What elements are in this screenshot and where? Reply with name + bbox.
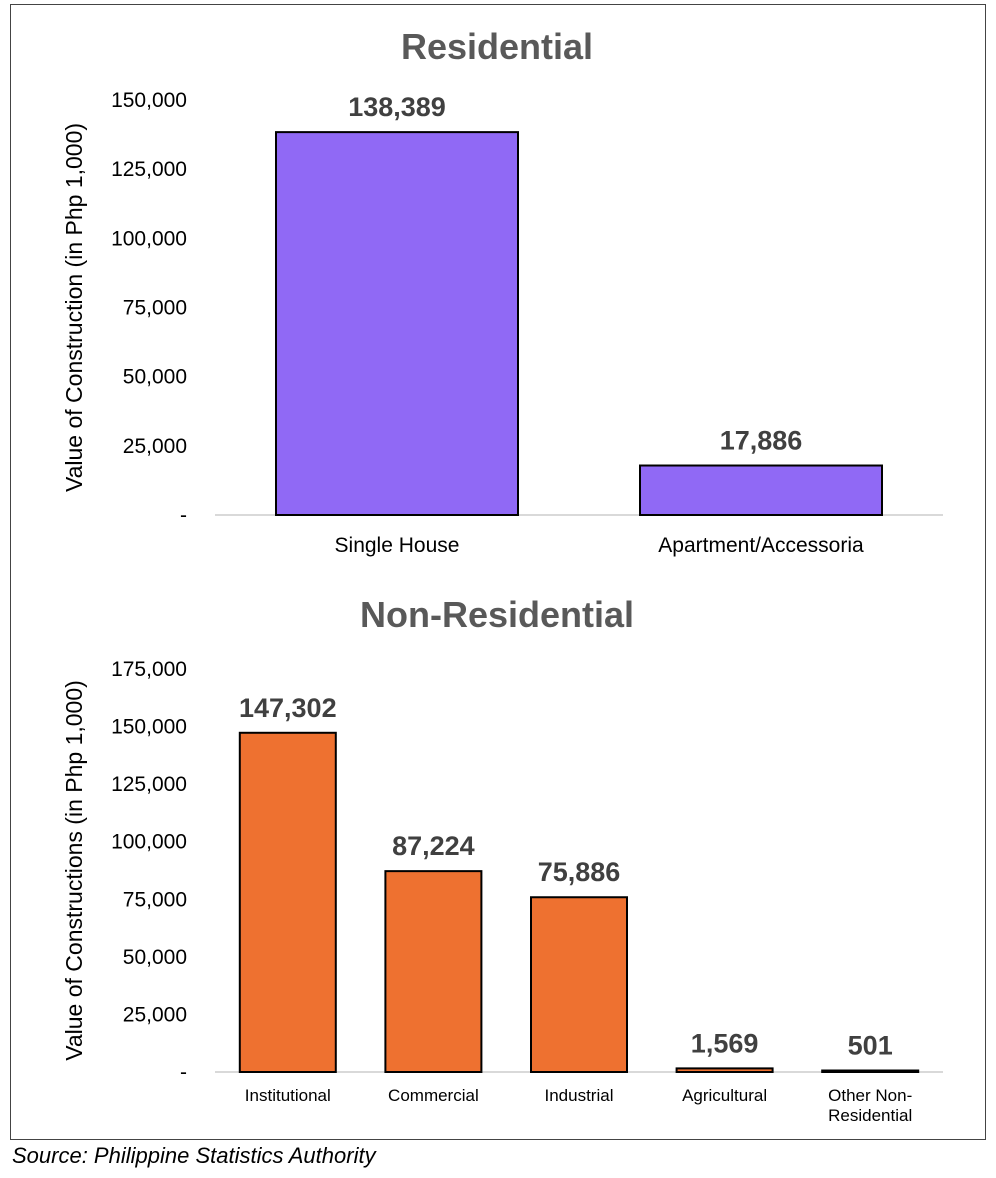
- non-residential-bar: [384, 870, 483, 1073]
- chart-frame: [10, 4, 986, 1140]
- non-residential-y-tick-label: 25,000: [123, 1003, 187, 1026]
- non-residential-category-label: Commercial: [388, 1086, 479, 1105]
- non-residential-y-axis-label: Value of Constructions (in Php 1,000): [61, 680, 87, 1061]
- residential-bar: [639, 464, 883, 517]
- non-residential-data-label: 87,224: [392, 831, 475, 861]
- non-residential-category-label: Residential: [828, 1106, 912, 1125]
- residential-y-tick-label: 50,000: [123, 366, 187, 389]
- residential-y-axis-label: Value of Construction (in Php 1,000): [61, 123, 87, 492]
- non-residential-bar: [675, 1067, 774, 1074]
- non-residential-data-label: 147,302: [239, 693, 337, 723]
- non-residential-y-tick-label: 150,000: [111, 716, 187, 739]
- residential-y-tick-label: 150,000: [111, 89, 187, 112]
- residential-y-tick-label: 25,000: [123, 435, 187, 458]
- non-residential-bar: [530, 896, 628, 1073]
- non-residential-y-tick-label: 50,000: [123, 946, 187, 969]
- residential-y-tick-label: 100,000: [111, 227, 187, 250]
- non-residential-y-tick-label: 175,000: [111, 658, 187, 681]
- residential-data-label: 17,886: [720, 426, 803, 456]
- residential-chart-title: Residential: [401, 26, 593, 67]
- non-residential-data-label: 501: [848, 1031, 893, 1061]
- residential-category-label: Apartment/Accessoria: [658, 534, 864, 557]
- non-residential-bar: [821, 1069, 920, 1073]
- residential-category-label: Single House: [335, 534, 460, 557]
- source-note: Source: Philippine Statistics Authority: [12, 1143, 376, 1168]
- non-residential-bar: [238, 731, 337, 1073]
- non-residential-category-label: Institutional: [245, 1086, 331, 1105]
- residential-y-tick-label: 75,000: [123, 297, 187, 320]
- non-residential-y-tick-label: 125,000: [111, 773, 187, 796]
- non-residential-chart-title: Non-Residential: [360, 594, 634, 635]
- residential-bar: [275, 131, 519, 516]
- non-residential-y-tick-label: 75,000: [123, 888, 187, 911]
- non-residential-y-tick-label: 100,000: [111, 831, 187, 854]
- non-residential-data-label: 1,569: [691, 1028, 759, 1058]
- residential-y-tick-label: 125,000: [111, 158, 187, 181]
- non-residential-category-label: Industrial: [545, 1086, 614, 1105]
- non-residential-category-label: Other Non-: [828, 1086, 912, 1105]
- residential-data-label: 138,389: [348, 92, 446, 122]
- non-residential-data-label: 75,886: [538, 857, 621, 887]
- residential-y-tick-label: -: [180, 504, 187, 527]
- non-residential-category-label: Agricultural: [682, 1086, 767, 1105]
- non-residential-y-tick-label: -: [180, 1061, 187, 1084]
